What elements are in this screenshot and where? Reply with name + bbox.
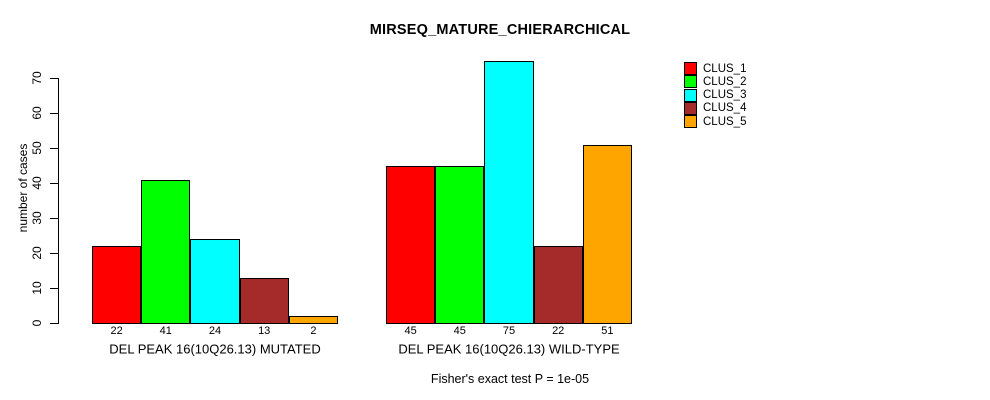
bar-value-label: 45 [404, 325, 417, 337]
y-axis-tick-label: 40 [30, 176, 44, 190]
y-axis-tick [50, 78, 58, 79]
y-axis-tick [50, 148, 58, 149]
y-axis-tick-label: 30 [30, 211, 44, 225]
legend-label: CLUS_1 [703, 62, 747, 75]
legend-item: CLUS_3 [684, 88, 747, 102]
y-axis-tick-label: 70 [30, 71, 44, 85]
bar-value-label: 22 [552, 325, 565, 337]
y-axis-tick [50, 288, 58, 289]
y-axis-tick-label: 20 [30, 246, 44, 260]
y-axis-tick [50, 113, 58, 114]
bar-clus_4-group2 [533, 246, 583, 324]
y-axis-tick [50, 323, 58, 324]
y-axis-tick-label: 50 [30, 141, 44, 155]
y-axis-tick [50, 253, 58, 254]
bar-clus_2-group2 [435, 165, 485, 324]
legend-item: CLUS_5 [684, 115, 747, 129]
bar-value-label: 41 [159, 325, 172, 337]
chart-title: MIRSEQ_MATURE_CHIERARCHICAL [369, 22, 631, 38]
bar-value-label: 24 [208, 325, 222, 337]
legend-swatch-clus_1 [684, 62, 697, 75]
bar-value-label: 22 [110, 325, 123, 337]
legend-swatch-clus_3 [684, 88, 697, 102]
bar-clus_3-group2 [484, 60, 534, 324]
bar-value-label: 75 [502, 325, 516, 337]
legend-swatch-clus_4 [684, 101, 697, 115]
bar-value-label: 51 [601, 325, 614, 337]
y-axis-tick [50, 183, 58, 184]
bar-clus_1-group2 [386, 165, 436, 324]
bar-clus_4-group1 [239, 277, 289, 324]
legend-swatch-clus_5 [684, 115, 697, 129]
legend-label: CLUS_4 [703, 102, 747, 115]
bar-value-label: 13 [258, 325, 271, 337]
y-axis-tick [50, 218, 58, 219]
legend-label: CLUS_3 [703, 89, 747, 102]
x-group-label: DEL PEAK 16(10Q26.13) WILD-TYPE [398, 341, 620, 357]
y-axis-tick-label: 0 [30, 319, 44, 327]
x-group-label: DEL PEAK 16(10Q26.13) MUTATED [109, 341, 321, 357]
legend-label: CLUS_2 [703, 75, 747, 88]
legend-label: CLUS_5 [703, 115, 747, 128]
bar-value-label: 2 [310, 325, 317, 337]
bar-clus_2-group1 [141, 179, 191, 324]
y-axis-tick-label: 60 [30, 106, 44, 120]
bar-clus_5-group1 [288, 316, 338, 324]
legend-item: CLUS_1 [684, 62, 746, 75]
legend-item: CLUS_2 [684, 75, 747, 89]
annotation-text: Fisher's exact test P = 1e-05 [430, 372, 590, 386]
legend-item: CLUS_4 [684, 101, 747, 115]
legend-swatch-clus_2 [684, 75, 697, 89]
bar-clus_5-group2 [582, 144, 632, 324]
bar-clus_3-group1 [190, 239, 240, 324]
bar-value-label: 45 [453, 325, 466, 337]
y-axis-line [58, 78, 59, 324]
y-axis-tick-label: 10 [30, 281, 44, 295]
bar-clus_1-group1 [92, 246, 142, 324]
